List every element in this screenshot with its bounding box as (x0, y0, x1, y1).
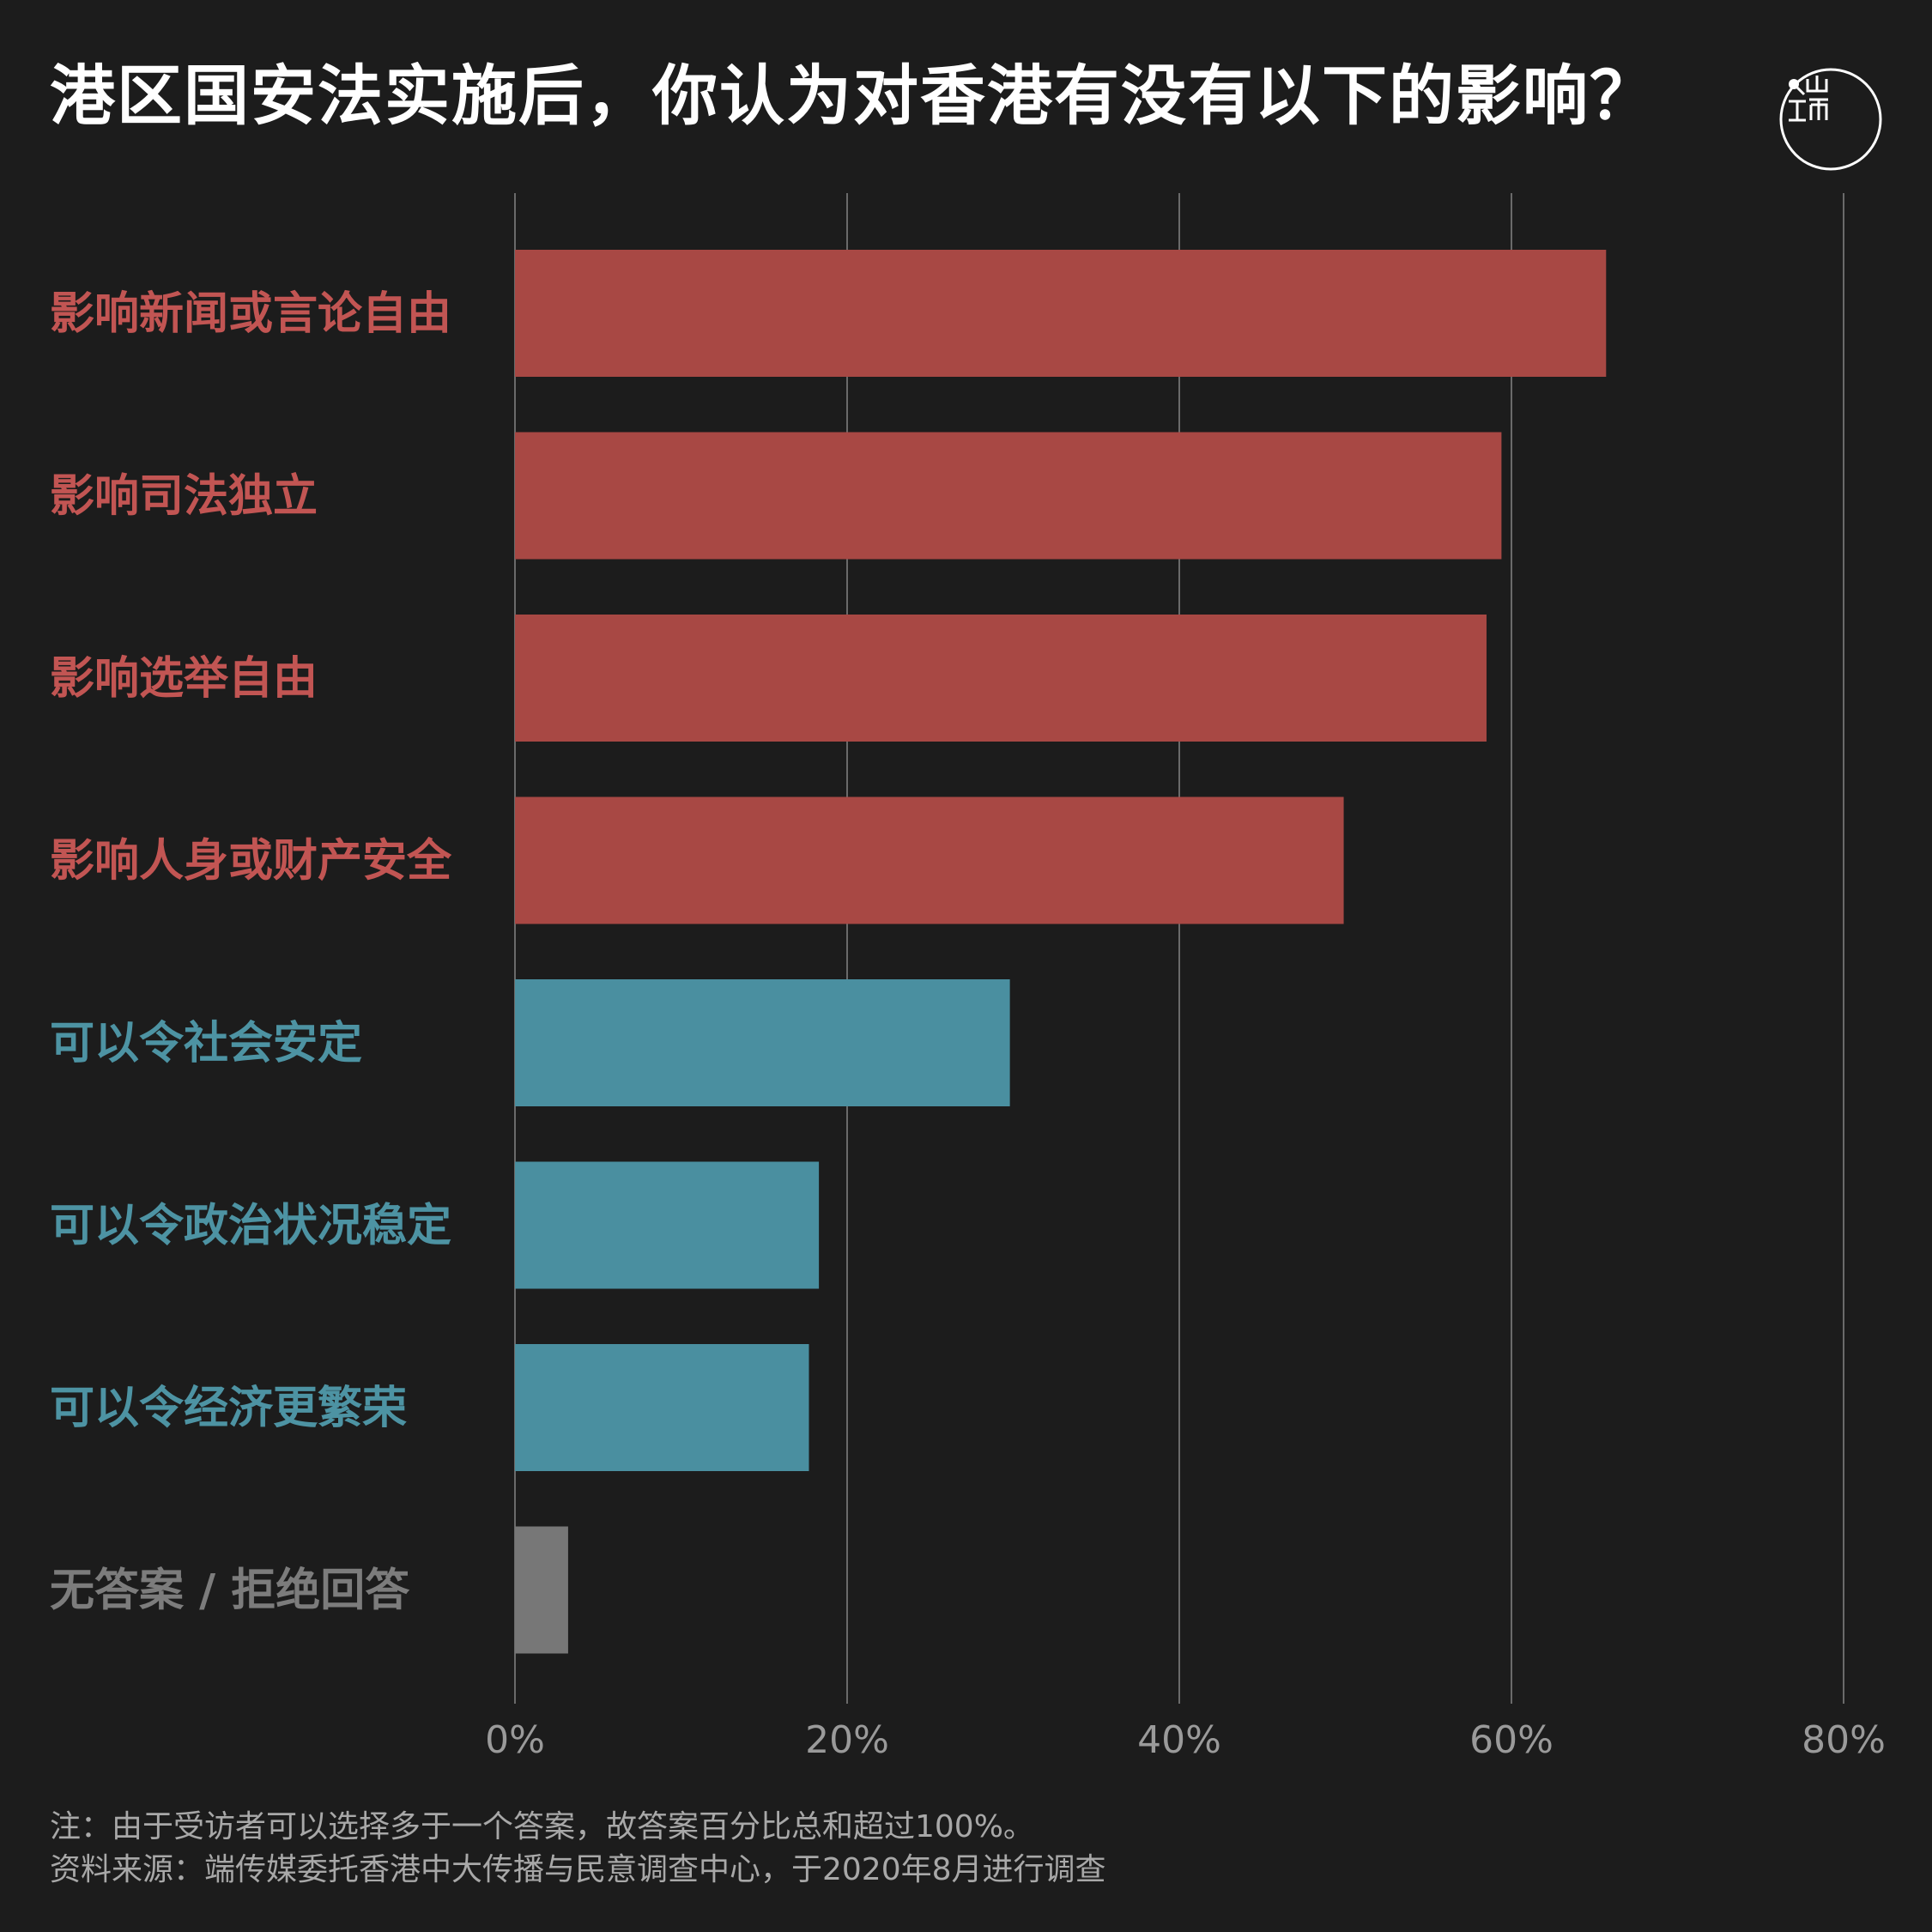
bar-3 (515, 615, 1487, 742)
x-tick-label: 60% (1469, 1718, 1553, 1762)
category-label-5: 可以令社会安定 (50, 1018, 362, 1069)
bar-chart: 影响新闻或言论自由影响司法独立影响选举自由影响人身或财产安全可以令社会安定可以令… (50, 193, 1886, 1762)
chart-title: 港区国安法实施后，你认为对香港有没有以下的影响？ (50, 58, 1656, 134)
x-tick-label: 20% (805, 1718, 889, 1762)
bar-8 (515, 1526, 568, 1654)
category-label-6: 可以令政治状况稳定 (50, 1201, 451, 1252)
category-label-3: 影响选举自由 (50, 653, 318, 705)
x-tick-label: 0% (485, 1718, 545, 1762)
bars (515, 250, 1607, 1654)
bar-6 (515, 1161, 820, 1289)
gridlines (514, 193, 1844, 1704)
category-labels: 影响新闻或言论自由影响司法独立影响选举自由影响人身或财产安全可以令社会安定可以令… (50, 288, 452, 1617)
category-label-4: 影响人身或财产安全 (50, 836, 452, 887)
footnotes: 注：由于受访者可以选择多于一个答案，故答案百分比总和超过100%。 资料来源：端… (50, 1806, 1106, 1892)
category-label-1: 影响新闻或言论自由 (50, 288, 451, 340)
initium-logo-icon (1779, 68, 1882, 171)
footnote-note: 注：由于受访者可以选择多于一个答案，故答案百分比总和超过100%。 (50, 1809, 1034, 1844)
category-label-2: 影响司法独立 (50, 471, 318, 523)
bar-2 (515, 432, 1502, 560)
bar-4 (515, 796, 1344, 924)
bar-7 (515, 1344, 809, 1471)
x-axis-ticks: 0% 20% 40% 60% 80% (485, 1718, 1886, 1762)
category-label-8: 无答案 / 拒绝回答 (50, 1566, 410, 1617)
footnote-source: 资料来源：端传媒委托香港中大传播与民意调查中心，于2020年8月进行调查 (50, 1852, 1106, 1887)
x-tick-label: 80% (1802, 1718, 1886, 1762)
bar-1 (515, 250, 1607, 377)
category-label-7: 可以令经济更繁荣 (50, 1383, 407, 1434)
x-tick-label: 40% (1137, 1718, 1221, 1762)
bar-5 (515, 979, 1010, 1106)
